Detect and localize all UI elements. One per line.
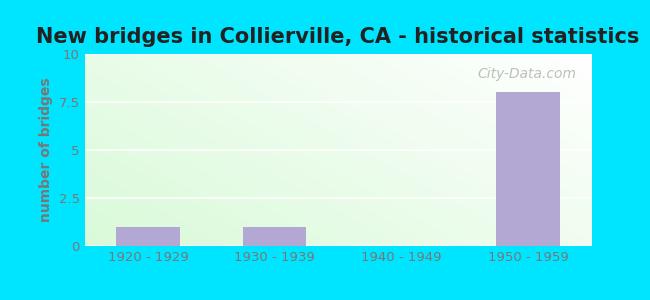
Y-axis label: number of bridges: number of bridges bbox=[39, 78, 53, 222]
Text: City-Data.com: City-Data.com bbox=[477, 68, 577, 81]
Bar bbox=[243, 227, 306, 246]
Bar bbox=[116, 227, 179, 246]
Bar bbox=[497, 92, 560, 246]
Title: New bridges in Collierville, CA - historical statistics: New bridges in Collierville, CA - histor… bbox=[36, 27, 640, 47]
